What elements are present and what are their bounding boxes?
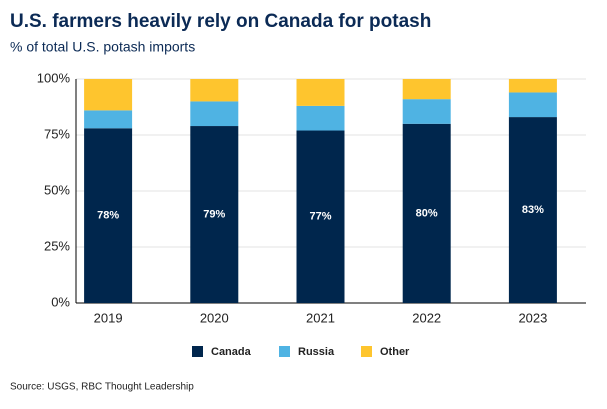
bar-segment — [84, 110, 133, 129]
y-tick-label: 25% — [44, 238, 70, 253]
legend-swatch — [192, 346, 203, 357]
x-tick-label: 2021 — [306, 310, 335, 325]
y-tick-label: 75% — [44, 126, 70, 141]
x-tick-label: 2020 — [200, 310, 229, 325]
x-tick-label: 2022 — [412, 310, 441, 325]
bar-segment — [190, 126, 239, 303]
data-label: 77% — [309, 211, 331, 223]
legend-label: Russia — [298, 346, 335, 358]
x-tick-label: 2019 — [94, 310, 123, 325]
bar-segment — [296, 105, 345, 131]
bar-segment — [190, 79, 239, 102]
y-tick-label: 100% — [37, 70, 71, 85]
chart-title: U.S. farmers heavily rely on Canada for … — [10, 11, 431, 32]
data-label: 80% — [416, 207, 438, 219]
bar-segment — [190, 101, 239, 127]
bar-segment — [508, 117, 557, 303]
legend-label: Canada — [211, 346, 252, 358]
data-label: 79% — [203, 208, 225, 220]
x-tick-label: 2023 — [518, 310, 547, 325]
bar-segment — [296, 79, 345, 106]
bar-segment — [402, 123, 451, 303]
legend-swatch — [279, 346, 290, 357]
y-tick-label: 0% — [51, 294, 70, 309]
legend-swatch — [361, 346, 372, 357]
bar-segment — [402, 79, 451, 100]
bar-segment — [508, 79, 557, 93]
bar-segment — [84, 79, 133, 111]
bar-segment — [402, 99, 451, 124]
chart-subtitle: % of total U.S. potash imports — [10, 39, 195, 55]
bar-segment — [84, 128, 133, 303]
y-tick-label: 50% — [44, 182, 70, 197]
bar-segment — [296, 130, 345, 303]
legend-label: Other — [380, 346, 410, 358]
bar-segment — [508, 92, 557, 118]
source: Source: USGS, RBC Thought Leadership — [10, 382, 194, 393]
data-label: 83% — [522, 204, 544, 216]
data-label: 78% — [97, 210, 119, 222]
